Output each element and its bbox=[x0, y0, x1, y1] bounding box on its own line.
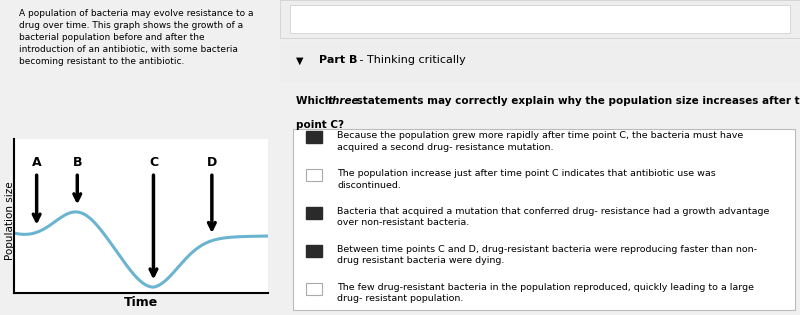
Text: C: C bbox=[149, 156, 158, 169]
Text: Which: Which bbox=[296, 96, 335, 106]
Text: D: D bbox=[206, 156, 217, 169]
Text: ▼: ▼ bbox=[296, 55, 303, 66]
Bar bbox=[306, 131, 322, 143]
Text: Population size: Population size bbox=[5, 181, 15, 260]
Text: statements may correctly explain why the population size increases after time: statements may correctly explain why the… bbox=[353, 96, 800, 106]
Bar bbox=[306, 283, 322, 295]
Bar bbox=[293, 129, 794, 310]
Bar bbox=[280, 41, 800, 82]
X-axis label: Time: Time bbox=[124, 296, 158, 309]
Text: - Thinking critically: - Thinking critically bbox=[357, 55, 466, 66]
Text: three: three bbox=[328, 96, 359, 106]
Text: The population increase just after time point C indicates that antibiotic use wa: The population increase just after time … bbox=[338, 169, 716, 190]
Text: Bacteria that acquired a mutation that conferred drug- resistance had a growth a: Bacteria that acquired a mutation that c… bbox=[338, 207, 770, 227]
Bar bbox=[306, 207, 322, 219]
Text: A: A bbox=[32, 156, 42, 169]
Bar bbox=[290, 5, 790, 33]
Text: Part B: Part B bbox=[319, 55, 358, 66]
Text: The few drug-resistant bacteria in the population reproduced, quickly leading to: The few drug-resistant bacteria in the p… bbox=[338, 283, 754, 303]
Bar bbox=[306, 245, 322, 257]
Text: Because the population grew more rapidly after time point C, the bacteria must h: Because the population grew more rapidly… bbox=[338, 131, 743, 152]
Text: Between time points C and D, drug-resistant bacteria were reproducing faster tha: Between time points C and D, drug-resist… bbox=[338, 245, 758, 265]
Bar bbox=[280, 0, 800, 38]
Text: point C?: point C? bbox=[296, 120, 344, 130]
Text: B: B bbox=[73, 156, 82, 169]
Bar bbox=[306, 169, 322, 181]
Text: A population of bacteria may evolve resistance to a
drug over time. This graph s: A population of bacteria may evolve resi… bbox=[19, 9, 254, 66]
